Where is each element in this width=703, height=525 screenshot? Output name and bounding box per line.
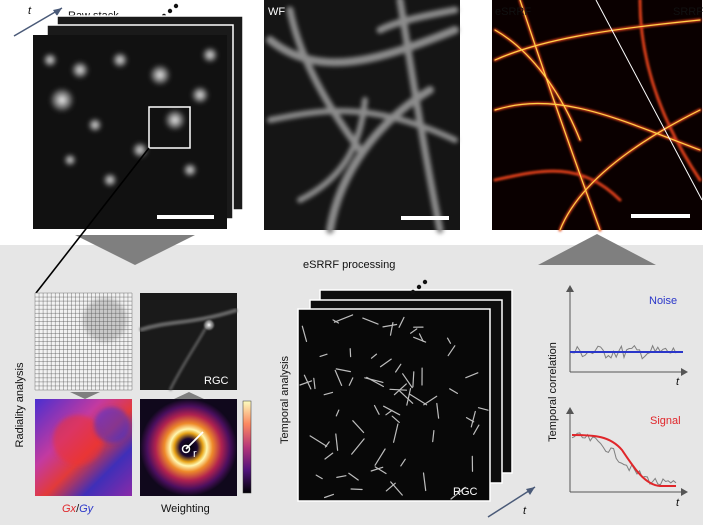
srrf-label: SRRF (673, 6, 703, 18)
scale-bar-raw (157, 215, 214, 219)
wf-panel (264, 0, 460, 234)
signal-label: Signal (650, 415, 681, 427)
noise-x-label: t (676, 376, 680, 388)
esrrf-label: eSRRF (495, 6, 531, 18)
grid-panel (34, 292, 133, 391)
correlation-ylabel: Temporal correlation (547, 342, 559, 442)
time-axis-label-top: t (28, 5, 32, 17)
arrow-up (538, 234, 656, 265)
stack-ellipsis-bottom (410, 279, 428, 295)
zoom-box (148, 106, 191, 149)
colorbar (242, 400, 252, 494)
weighting-label: Weighting (161, 503, 210, 515)
time-axis-label-bottom: t (523, 505, 527, 517)
time-arrow-bottom (487, 486, 536, 518)
gradient-panel (35, 399, 132, 496)
arrow-down (75, 235, 195, 265)
noise-label: Noise (649, 295, 677, 307)
signal-plot (566, 407, 688, 496)
radius-symbol: r (193, 448, 197, 460)
rgc-small-panel (139, 293, 238, 391)
noise-plot (566, 285, 688, 376)
raw-stack-front (33, 35, 227, 229)
arrow-weighting-to-rgc (174, 392, 204, 399)
signal-x-label: t (676, 497, 680, 509)
rgc-small-label: RGC (204, 375, 229, 387)
weighting-panel (140, 399, 237, 496)
temporal-label: Temporal analysis (279, 355, 291, 444)
wf-label: WF (268, 6, 285, 18)
radiality-label: Radiality analysis (14, 362, 26, 447)
rgc-stack (297, 289, 513, 502)
zoom-line (35, 147, 150, 294)
time-arrow-top (13, 7, 63, 37)
arrow-grid-to-gradient (70, 392, 100, 399)
processing-title: eSRRF processing (303, 259, 395, 271)
gradient-label: Gx/Gy (62, 503, 95, 515)
rgc-stack-label: RGC (453, 486, 478, 498)
esrrf-panel (492, 0, 703, 232)
